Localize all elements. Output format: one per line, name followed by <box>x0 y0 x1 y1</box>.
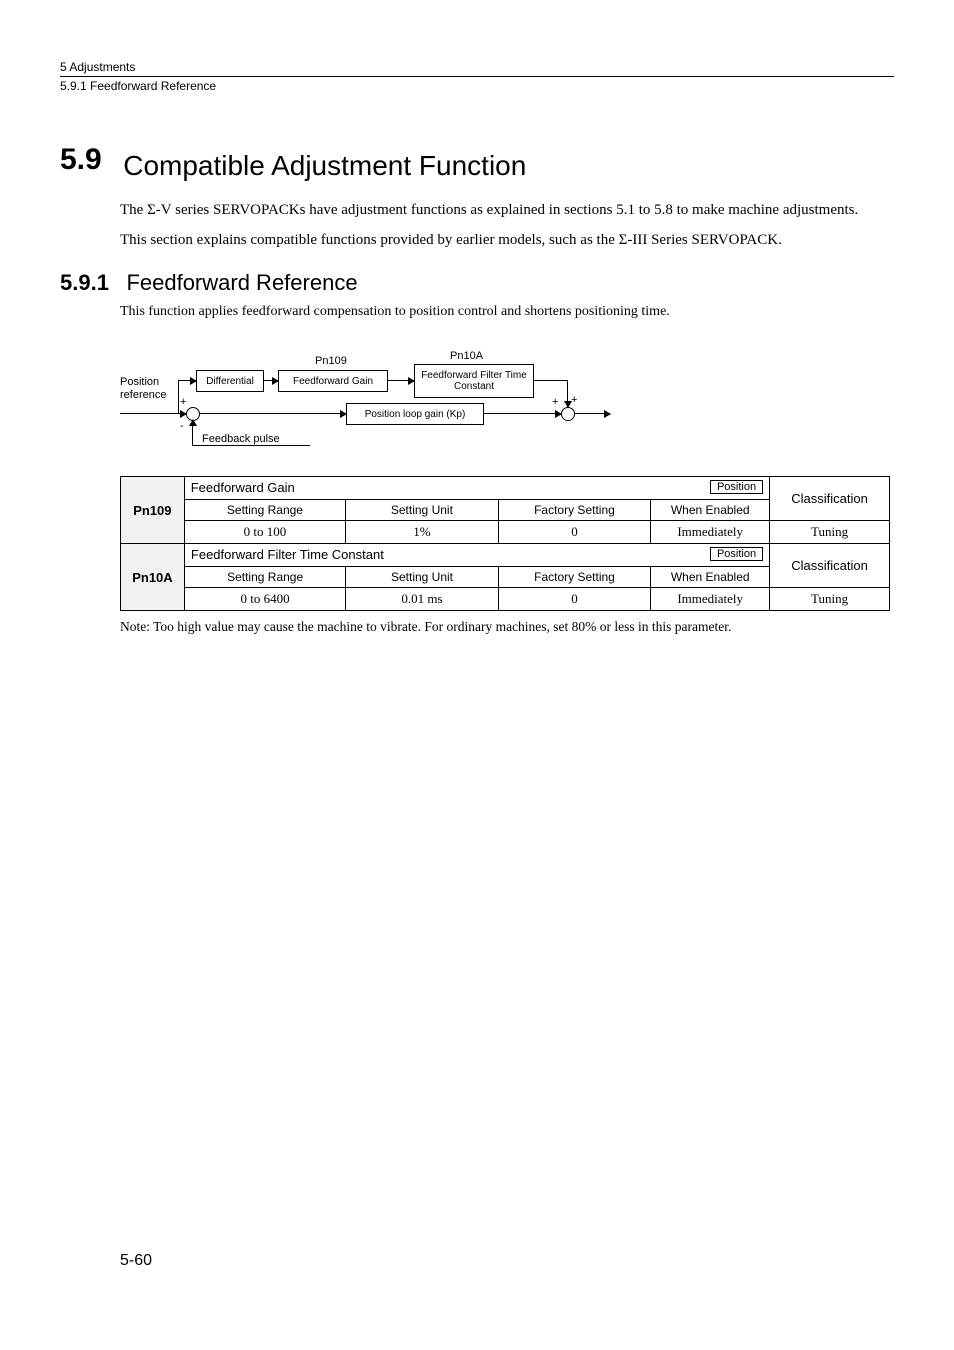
header-factory-setting: Factory Setting <box>498 500 651 521</box>
position-badge-2: Position <box>710 547 763 561</box>
pn10a-when: Immediately <box>651 588 770 611</box>
pn10a-name-row: Feedforward Filter Time Constant Positio… <box>184 544 769 567</box>
section-paragraph-1: The Σ-V series SERVOPACKs have adjustmen… <box>120 200 894 220</box>
section-title: Compatible Adjustment Function <box>123 150 526 181</box>
note-text: Note: Too high value may cause the machi… <box>120 619 894 635</box>
feedforward-diagram: Position reference + - Differential Pn10… <box>120 338 680 458</box>
pn10a-id: Pn10A <box>121 544 185 611</box>
box-ff-filter: Feedforward Filter Time Constant <box>414 364 534 398</box>
box-ff-gain: Feedforward Gain <box>278 370 388 392</box>
box-kp: Position loop gain (Kp) <box>346 403 484 425</box>
box-differential: Differential <box>196 370 264 392</box>
label-pn109: Pn109 <box>315 355 347 367</box>
header-classification: Classification <box>770 477 890 521</box>
pn109-name: Feedforward Gain <box>191 480 295 495</box>
pn109-range: 0 to 100 <box>184 521 345 544</box>
header-rule <box>60 76 894 77</box>
table-pn10a: Pn10A Feedforward Filter Time Constant P… <box>120 543 890 611</box>
header-setting-range-2: Setting Range <box>184 567 345 588</box>
sum-right <box>561 407 575 421</box>
pn10a-name: Feedforward Filter Time Constant <box>191 547 384 562</box>
plus-left: + <box>180 396 186 408</box>
page: 5 Adjustments 5.9.1 Feedforward Referenc… <box>60 60 894 1290</box>
pn109-class: Tuning <box>770 521 890 544</box>
header-subsection: 5.9.1 Feedforward Reference <box>60 79 894 93</box>
position-badge: Position <box>710 480 763 494</box>
minus-left: - <box>180 420 184 432</box>
pn10a-range: 0 to 6400 <box>184 588 345 611</box>
subsection-title: Feedforward Reference <box>126 270 357 295</box>
pn109-id: Pn109 <box>121 477 185 544</box>
plus-right-top: + <box>571 394 577 406</box>
header-when-enabled: When Enabled <box>651 500 770 521</box>
subsection-body: This function applies feedforward compen… <box>120 304 894 320</box>
header-setting-unit: Setting Unit <box>346 500 498 521</box>
header-when-enabled-2: When Enabled <box>651 567 770 588</box>
header-setting-range: Setting Range <box>184 500 345 521</box>
label-feedback: Feedback pulse <box>202 433 280 445</box>
page-number: 5-60 <box>120 1252 152 1270</box>
header-setting-unit-2: Setting Unit <box>346 567 498 588</box>
plus-right-left: + <box>552 396 558 408</box>
label-pn10a: Pn10A <box>450 350 483 362</box>
pn109-factory: 0 <box>498 521 651 544</box>
section-number: 5.9 <box>60 143 102 176</box>
pn109-when: Immediately <box>651 521 770 544</box>
label-position-reference: Position reference <box>120 376 178 402</box>
section-header: 5.9 Compatible Adjustment Function <box>60 143 894 182</box>
pn10a-class: Tuning <box>770 588 890 611</box>
header-factory-setting-2: Factory Setting <box>498 567 651 588</box>
section-paragraph-2: This section explains compatible functio… <box>120 230 894 250</box>
subsection-header: 5.9.1 Feedforward Reference <box>60 270 894 296</box>
table-pn109: Pn109 Feedforward Gain Position Classifi… <box>120 476 890 544</box>
pn109-unit: 1% <box>346 521 498 544</box>
header-classification-2: Classification <box>770 544 890 588</box>
pn10a-unit: 0.01 ms <box>346 588 498 611</box>
subsection-number: 5.9.1 <box>60 270 109 295</box>
header-chapter: 5 Adjustments <box>60 60 894 74</box>
pn10a-factory: 0 <box>498 588 651 611</box>
pn109-name-row: Feedforward Gain Position <box>184 477 769 500</box>
